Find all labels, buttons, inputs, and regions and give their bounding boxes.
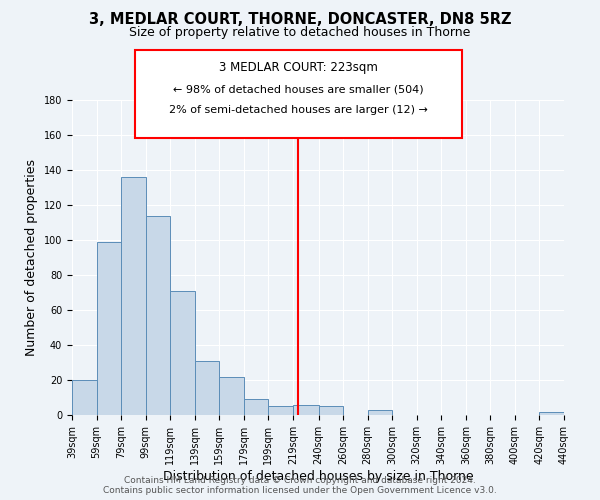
Bar xyxy=(539,412,564,415)
Bar xyxy=(121,177,146,415)
Text: Contains HM Land Registry data © Crown copyright and database right 2024.: Contains HM Land Registry data © Crown c… xyxy=(124,476,476,485)
Bar xyxy=(97,242,121,415)
Bar xyxy=(244,399,268,415)
X-axis label: Distribution of detached houses by size in Thorne: Distribution of detached houses by size … xyxy=(163,470,473,482)
Bar xyxy=(72,380,97,415)
Text: 3, MEDLAR COURT, THORNE, DONCASTER, DN8 5RZ: 3, MEDLAR COURT, THORNE, DONCASTER, DN8 … xyxy=(89,12,511,28)
Text: ← 98% of detached houses are smaller (504): ← 98% of detached houses are smaller (50… xyxy=(173,84,424,94)
Bar xyxy=(319,406,343,415)
Text: Size of property relative to detached houses in Thorne: Size of property relative to detached ho… xyxy=(130,26,470,39)
Y-axis label: Number of detached properties: Number of detached properties xyxy=(25,159,38,356)
Bar xyxy=(170,291,194,415)
Bar xyxy=(368,410,392,415)
Bar xyxy=(293,404,319,415)
Text: Contains public sector information licensed under the Open Government Licence v3: Contains public sector information licen… xyxy=(103,486,497,495)
Text: 3 MEDLAR COURT: 223sqm: 3 MEDLAR COURT: 223sqm xyxy=(219,61,378,74)
Bar xyxy=(194,361,219,415)
Bar xyxy=(146,216,170,415)
Bar xyxy=(219,376,244,415)
Bar xyxy=(268,406,293,415)
Text: 2% of semi-detached houses are larger (12) →: 2% of semi-detached houses are larger (1… xyxy=(169,105,428,115)
